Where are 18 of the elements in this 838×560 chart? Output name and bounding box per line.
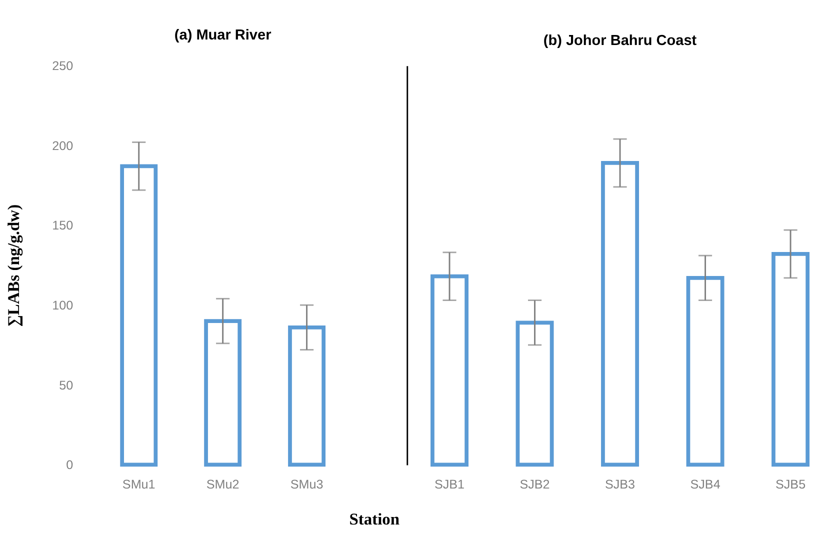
y-tick-label: 250 bbox=[52, 58, 74, 73]
x-tick-label: SJB4 bbox=[690, 477, 720, 492]
x-tick-label: SJB3 bbox=[604, 477, 636, 492]
y-tick-label: 50 bbox=[59, 378, 74, 392]
chart-title: (a) Muar River bbox=[174, 27, 272, 44]
y-tick-label: 0 bbox=[66, 458, 74, 472]
y-tick-label: 100 bbox=[52, 298, 74, 312]
x-tick-label: SJB1 bbox=[434, 477, 465, 492]
x-tick-label: SMu2 bbox=[206, 477, 240, 492]
x-tick-label: SMu3 bbox=[290, 477, 324, 492]
x-axis-title: Station bbox=[349, 509, 400, 528]
x-tick-label: SJB2 bbox=[520, 477, 550, 492]
y-tick-label: 150 bbox=[52, 218, 74, 233]
y-axis-title: ∑LABs (ng/g.dw) bbox=[4, 204, 24, 327]
y-tick-label: 200 bbox=[52, 138, 74, 153]
chart-title: (b) Johor Bahru Coast bbox=[543, 33, 697, 50]
x-tick-label: SMu1 bbox=[122, 477, 156, 492]
x-tick-label: SJB5 bbox=[775, 477, 806, 492]
